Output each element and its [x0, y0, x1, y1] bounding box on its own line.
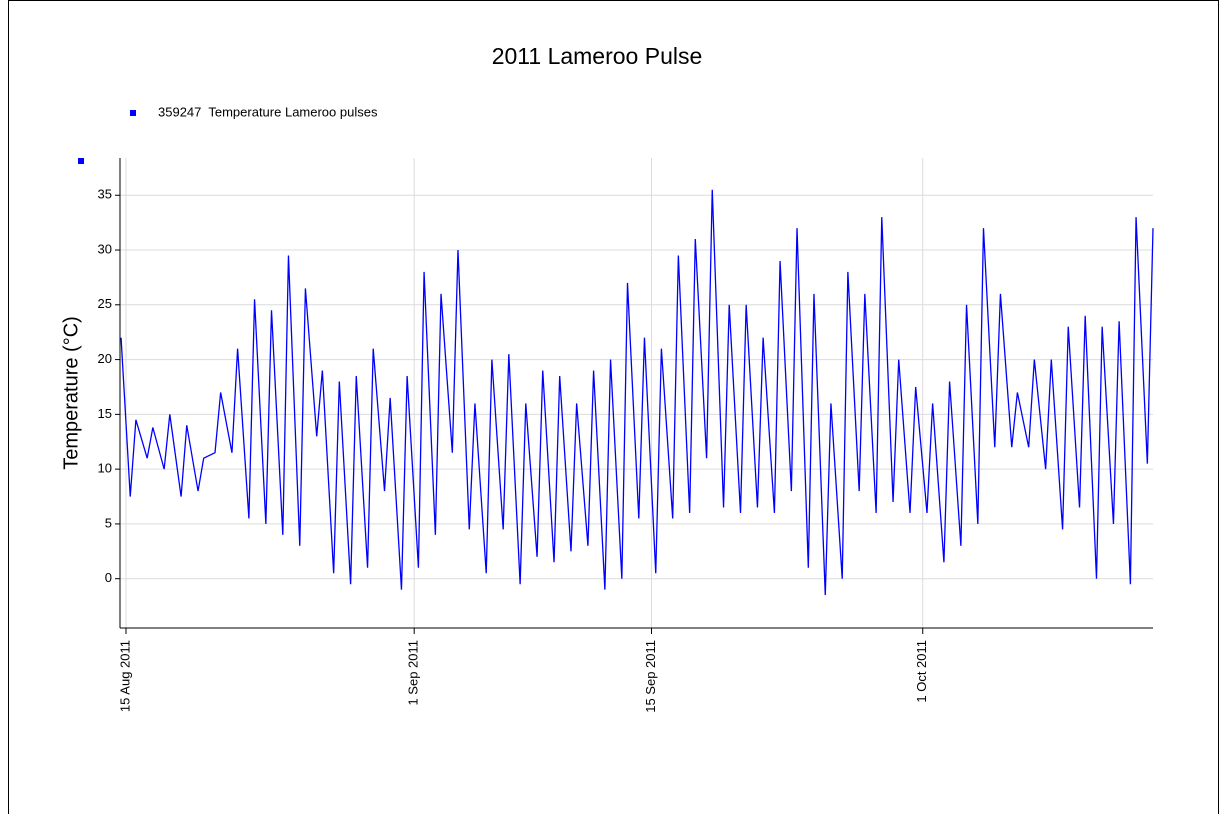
marker-icon	[78, 158, 84, 164]
y-tick-label: 30	[98, 241, 112, 256]
chart-title: 2011 Lameroo Pulse	[492, 43, 703, 69]
y-tick-label: 25	[98, 296, 112, 311]
x-tick-label: 15 Sep 2011	[643, 640, 658, 713]
y-tick-label: 5	[105, 515, 112, 530]
x-tick-label: 1 Oct 2011	[914, 640, 929, 703]
series-line	[120, 189, 1154, 596]
y-tick-label: 20	[98, 351, 112, 366]
legend-swatch	[130, 110, 136, 116]
y-tick-label: 0	[105, 570, 112, 585]
y-axis-label: Temperature (°C)	[60, 316, 82, 470]
x-tick-label: 1 Sep 2011	[406, 640, 421, 706]
legend-label: 359247 Temperature Lameroo pulses	[158, 104, 378, 119]
y-tick-label: 10	[98, 461, 112, 476]
y-tick-label: 35	[98, 187, 112, 202]
y-tick-label: 15	[98, 406, 112, 421]
x-tick-label: 15 Aug 2011	[117, 640, 132, 712]
